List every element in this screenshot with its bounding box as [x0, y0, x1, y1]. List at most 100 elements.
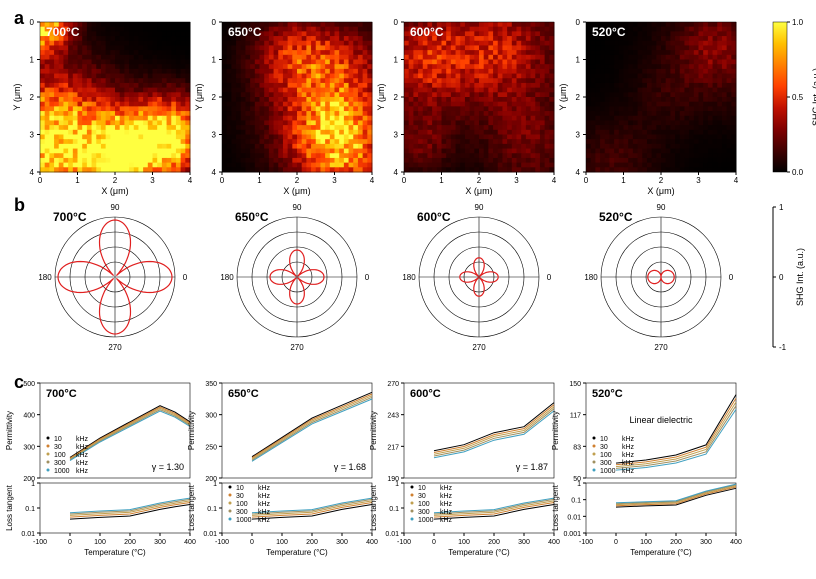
- svg-text:3: 3: [696, 176, 701, 185]
- svg-text:SHG Int. (a.u.): SHG Int. (a.u.): [795, 248, 805, 306]
- svg-text:700°C: 700°C: [46, 25, 80, 39]
- svg-text:100: 100: [640, 539, 652, 546]
- polar-700°C: 090180270700°C: [38, 203, 187, 352]
- chart-700°C: -1000100200300400Temperature (°C)2003004…: [5, 381, 196, 557]
- svg-text:0.0: 0.0: [792, 168, 804, 177]
- row-b-polar: 090180270700°C090180270650°C090180270600…: [0, 195, 816, 375]
- svg-text:0: 0: [547, 273, 552, 282]
- svg-text:500: 500: [23, 381, 35, 388]
- svg-text:kHz: kHz: [440, 509, 453, 516]
- svg-text:kHz: kHz: [622, 444, 635, 451]
- svg-text:180: 180: [584, 273, 598, 282]
- svg-text:kHz: kHz: [622, 460, 635, 467]
- svg-text:3: 3: [394, 131, 399, 140]
- svg-text:kHz: kHz: [76, 452, 89, 459]
- svg-text:0.001: 0.001: [563, 531, 581, 538]
- svg-text:250: 250: [205, 444, 217, 451]
- svg-text:γ = 1.87: γ = 1.87: [516, 462, 548, 472]
- svg-text:10: 10: [418, 485, 426, 492]
- svg-text:1: 1: [439, 176, 444, 185]
- svg-text:350: 350: [205, 381, 217, 388]
- svg-text:700°C: 700°C: [53, 210, 87, 224]
- svg-text:0: 0: [30, 18, 35, 27]
- svg-text:100: 100: [600, 452, 612, 459]
- svg-text:-1: -1: [779, 343, 787, 352]
- svg-text:3: 3: [212, 131, 217, 140]
- svg-text:100: 100: [54, 452, 66, 459]
- svg-text:Y (μm): Y (μm): [194, 83, 204, 110]
- svg-text:1: 1: [395, 481, 399, 488]
- svg-text:400: 400: [23, 413, 35, 420]
- svg-text:1: 1: [212, 56, 217, 65]
- chart-600°C: -1000100200300400Temperature (°C)1902172…: [369, 381, 560, 557]
- svg-text:600°C: 600°C: [410, 25, 444, 39]
- svg-text:4: 4: [30, 168, 35, 177]
- svg-text:180: 180: [402, 273, 416, 282]
- svg-text:2: 2: [394, 93, 399, 102]
- svg-text:kHz: kHz: [440, 501, 453, 508]
- svg-text:83: 83: [573, 444, 581, 451]
- svg-text:520°C: 520°C: [592, 25, 626, 39]
- svg-text:kHz: kHz: [76, 460, 89, 467]
- svg-text:Loss tangent: Loss tangent: [551, 484, 560, 531]
- svg-text:kHz: kHz: [440, 485, 453, 492]
- svg-text:0: 0: [365, 273, 370, 282]
- svg-text:1: 1: [779, 203, 784, 212]
- svg-text:1: 1: [576, 56, 581, 65]
- svg-text:0: 0: [68, 539, 72, 546]
- svg-text:Loss tangent: Loss tangent: [5, 484, 14, 531]
- svg-text:117: 117: [570, 413, 581, 420]
- svg-text:90: 90: [111, 203, 120, 212]
- svg-text:-100: -100: [215, 539, 229, 546]
- svg-text:300: 300: [154, 539, 166, 546]
- polar-axis: 10-1SHG Int. (a.u.): [773, 203, 805, 352]
- svg-text:1000: 1000: [236, 517, 252, 524]
- svg-text:270: 270: [108, 343, 122, 352]
- svg-text:Permittivity: Permittivity: [187, 411, 196, 450]
- svg-text:300: 300: [205, 413, 217, 420]
- svg-text:0: 0: [614, 539, 618, 546]
- svg-text:0: 0: [402, 176, 407, 185]
- svg-text:400: 400: [730, 539, 742, 546]
- svg-text:30: 30: [236, 493, 244, 500]
- svg-text:-100: -100: [33, 539, 47, 546]
- svg-text:100: 100: [276, 539, 288, 546]
- svg-text:kHz: kHz: [258, 509, 271, 516]
- svg-text:100: 100: [236, 501, 248, 508]
- svg-text:700°C: 700°C: [46, 388, 77, 400]
- row-a-heatmaps: 700°C0011223344X (μm)Y (μm)650°C00112233…: [0, 10, 816, 200]
- svg-text:90: 90: [293, 203, 302, 212]
- svg-text:0.1: 0.1: [571, 498, 581, 505]
- svg-text:kHz: kHz: [76, 468, 89, 475]
- svg-text:243: 243: [387, 413, 399, 420]
- svg-text:0.1: 0.1: [207, 506, 217, 513]
- svg-text:kHz: kHz: [258, 493, 271, 500]
- svg-text:4: 4: [576, 168, 581, 177]
- svg-text:0: 0: [729, 273, 734, 282]
- svg-text:kHz: kHz: [622, 452, 635, 459]
- svg-text:0.1: 0.1: [389, 506, 399, 513]
- svg-text:3: 3: [30, 131, 35, 140]
- svg-text:0.1: 0.1: [25, 506, 35, 513]
- svg-text:90: 90: [657, 203, 666, 212]
- svg-text:4: 4: [394, 168, 399, 177]
- heatmap-520°C: 520°C0011223344X (μm)Y (μm): [558, 18, 739, 196]
- svg-text:Permittivity: Permittivity: [369, 411, 378, 450]
- svg-text:100: 100: [458, 539, 470, 546]
- svg-text:520°C: 520°C: [592, 388, 623, 400]
- svg-text:0.01: 0.01: [203, 531, 217, 538]
- svg-text:30: 30: [600, 444, 608, 451]
- svg-text:10: 10: [236, 485, 244, 492]
- svg-text:400: 400: [184, 539, 196, 546]
- svg-text:0: 0: [212, 18, 217, 27]
- svg-text:0: 0: [220, 176, 225, 185]
- svg-text:100: 100: [94, 539, 106, 546]
- svg-text:650°C: 650°C: [228, 25, 262, 39]
- svg-text:600°C: 600°C: [410, 388, 441, 400]
- svg-text:0: 0: [394, 18, 399, 27]
- svg-text:300: 300: [418, 509, 430, 516]
- svg-text:180: 180: [220, 273, 234, 282]
- svg-text:-100: -100: [397, 539, 411, 546]
- svg-text:300: 300: [23, 444, 35, 451]
- svg-text:4: 4: [734, 176, 739, 185]
